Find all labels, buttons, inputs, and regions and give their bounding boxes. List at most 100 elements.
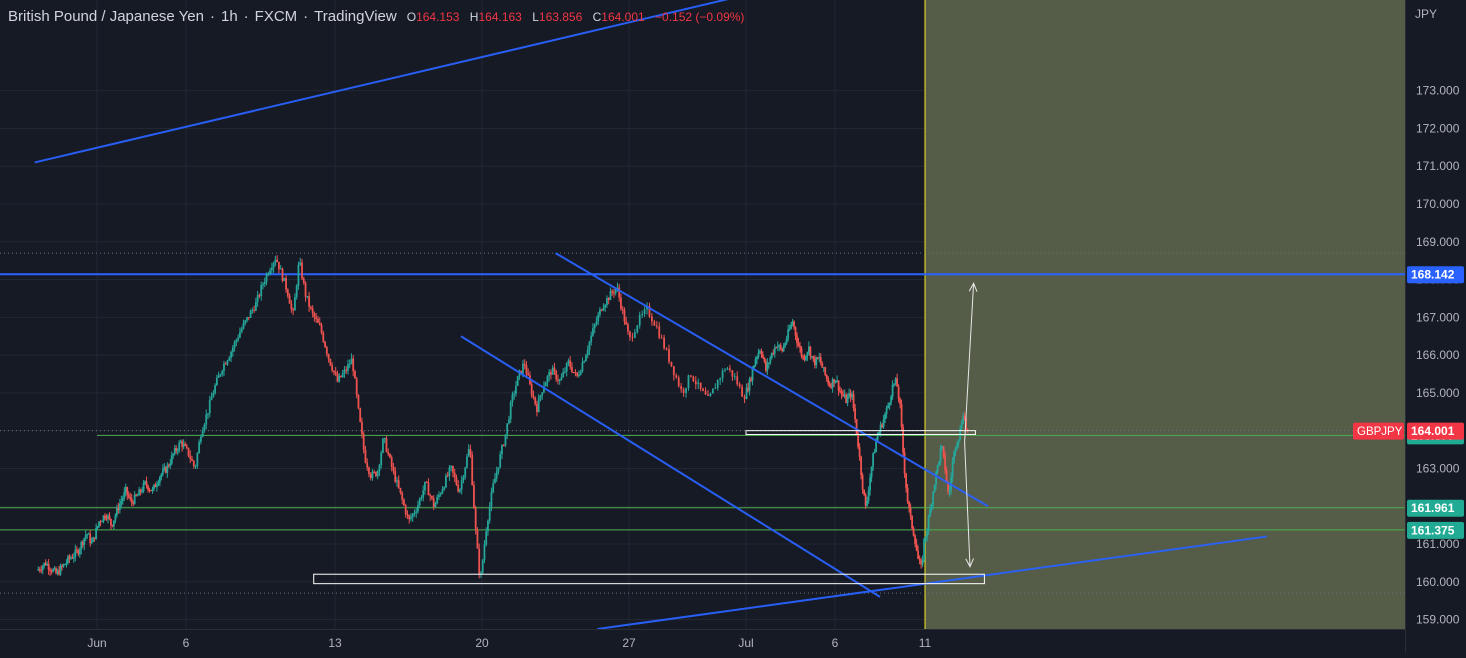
candle-body <box>118 503 121 511</box>
symbol-header[interactable]: British Pound / Japanese Yen · 1h · FXCM… <box>8 8 751 28</box>
candle-body <box>609 291 612 301</box>
candle-body <box>411 513 414 518</box>
candle-body <box>485 531 488 545</box>
candle-body <box>567 360 570 364</box>
candle-body <box>550 372 552 375</box>
candle-body <box>499 454 502 468</box>
candle-body <box>884 413 886 420</box>
candle-body <box>281 268 284 281</box>
price-label-support-2-bg <box>1407 521 1464 539</box>
candle-body <box>857 433 859 448</box>
bullish-target-arrow[interactable] <box>964 283 975 443</box>
candle-body <box>376 471 379 477</box>
trendline-lower-ascending[interactable] <box>597 535 1268 630</box>
candle-body <box>932 492 934 505</box>
time-axis[interactable]: Jun 6 13 20 27 Jul 6 11 <box>0 629 1405 653</box>
candle-body <box>707 394 709 396</box>
candle-body <box>258 295 261 297</box>
candle-body <box>87 533 90 535</box>
candle-body <box>471 454 474 485</box>
candle-body <box>885 408 888 414</box>
symbol-name[interactable]: British Pound / Japanese Yen <box>8 8 204 25</box>
candle-body <box>501 445 503 455</box>
candle-body <box>83 538 86 545</box>
candle-body <box>939 448 942 462</box>
candle-body <box>126 487 129 495</box>
candle-body <box>495 471 498 479</box>
candle-body <box>900 404 903 427</box>
candle-body <box>816 357 819 359</box>
candle-body <box>653 321 656 326</box>
candle-body <box>77 550 80 555</box>
drawings[interactable] <box>34 0 1268 630</box>
candle-body <box>724 369 726 371</box>
candle-body <box>562 372 565 378</box>
candle-body <box>492 483 495 493</box>
candle-body <box>818 357 821 359</box>
candle-body <box>629 331 631 337</box>
candle-body <box>105 518 108 520</box>
trendline-upper-ascending[interactable] <box>34 0 740 164</box>
candle-body <box>44 562 47 566</box>
candle-body <box>283 277 286 281</box>
price-axis[interactable]: JPY159.000160.000161.000162.000163.00016… <box>1353 0 1466 653</box>
candle-body <box>179 441 182 443</box>
bearish-target-arrow[interactable] <box>964 441 971 567</box>
candle-body <box>368 467 370 474</box>
candle-body <box>156 484 158 488</box>
trendline-channel-upper[interactable] <box>554 252 989 508</box>
candle-body <box>38 569 41 571</box>
candle-body <box>189 455 192 459</box>
candle-body <box>852 394 855 409</box>
candle-body <box>839 390 841 392</box>
candle-body <box>41 566 44 571</box>
candle-body <box>516 376 519 386</box>
candle-body <box>446 475 449 477</box>
candle-body <box>138 489 141 496</box>
time-tick-label: 6 <box>832 636 839 650</box>
candle-body <box>242 323 245 329</box>
candle-body <box>214 385 216 394</box>
candle-body <box>69 557 72 559</box>
candle-body <box>685 387 687 393</box>
candle-body <box>173 448 176 454</box>
time-tick-label: Jul <box>738 636 753 650</box>
candle-body <box>117 507 120 511</box>
rectangle-demand-zone[interactable] <box>313 573 985 585</box>
candle-body <box>251 309 254 312</box>
candle-body <box>821 363 824 368</box>
candle-body <box>766 363 769 371</box>
candle-body <box>72 556 75 559</box>
candle-body <box>113 520 115 527</box>
candle-body <box>954 447 957 452</box>
price-levels[interactable] <box>0 252 1405 594</box>
trendline-channel-lower[interactable] <box>460 335 881 598</box>
candle-body <box>680 386 683 390</box>
candle-body <box>357 394 360 409</box>
candle-body <box>394 470 397 482</box>
candle-body <box>40 570 43 572</box>
candle-body <box>341 373 344 377</box>
candle-body <box>555 371 558 380</box>
rectangle-breakout-zone[interactable] <box>745 430 976 435</box>
candle-body <box>851 394 853 398</box>
candle-body <box>546 376 549 383</box>
candle-body <box>515 385 517 394</box>
candle-body <box>548 372 551 377</box>
candle-body <box>124 487 127 492</box>
candle-body <box>966 428 969 430</box>
candle-body <box>858 447 861 457</box>
last-price-label: 164.001 <box>1411 424 1455 438</box>
candle-body <box>230 352 232 358</box>
interval-label[interactable]: 1h <box>220 8 238 25</box>
candle-body <box>781 348 784 352</box>
candle-body <box>834 380 837 384</box>
candle-body <box>147 485 149 490</box>
candle-body <box>483 544 486 561</box>
candle-body <box>784 343 787 347</box>
candle-body <box>785 338 788 344</box>
candle-body <box>670 361 673 367</box>
candle-body <box>807 346 810 353</box>
